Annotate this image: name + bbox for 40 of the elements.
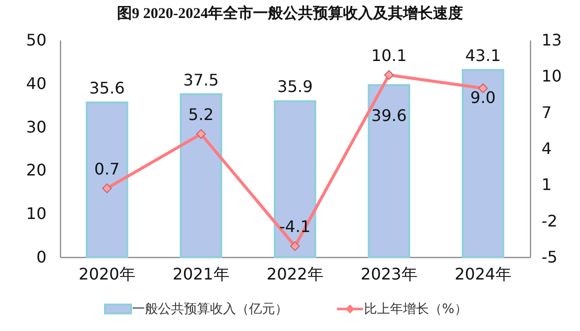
y-tick-label: 30	[26, 117, 46, 136]
bar	[86, 101, 128, 258]
y-tick-label: 20	[26, 160, 46, 180]
bar	[368, 84, 410, 258]
point	[196, 129, 206, 139]
bar	[180, 93, 222, 258]
x-tick-label: 2020年	[78, 264, 136, 284]
data-label: 0.7	[94, 159, 120, 178]
legend-label: 一般公共预算收入（亿元）	[132, 302, 288, 317]
data-label: 35.9	[277, 77, 313, 96]
x-tick-label: 2024年	[454, 264, 512, 284]
data-label: 5.2	[188, 105, 214, 124]
y2-tick-label: 13	[542, 30, 562, 50]
data-label: 43.1	[465, 46, 501, 65]
y2-tick-label: 7	[542, 102, 552, 122]
y-tick-label: 50	[26, 30, 46, 50]
data-label: 9.0	[470, 88, 496, 108]
y2-tick-label: 10	[542, 66, 562, 86]
bar	[462, 68, 504, 258]
chart-title: 图9 2020-2024年全市一般公共预算收入及其增长速度	[116, 4, 464, 22]
y2-tick-label: 4	[542, 139, 552, 158]
data-label: 37.5	[183, 70, 219, 90]
y-tick-label: 10	[26, 204, 46, 224]
point	[384, 70, 394, 80]
data-label: 39.6	[371, 106, 407, 126]
y2-tick-label: 1	[542, 175, 552, 194]
y-tick-label: 0	[36, 248, 46, 266]
y2-tick-label: -5	[542, 248, 558, 266]
data-label: 10.1	[371, 46, 407, 65]
data-label: -4.1	[279, 217, 311, 236]
point	[290, 241, 300, 251]
x-tick-label: 2021年	[172, 264, 230, 284]
data-label: 35.6	[89, 78, 125, 98]
y2-tick-label: -2	[542, 211, 558, 230]
x-tick-label: 2023年	[360, 264, 418, 284]
bar	[274, 100, 316, 258]
y-tick-label: 40	[26, 74, 46, 93]
x-tick-label: 2022年	[266, 264, 324, 284]
legend-label: 比上年增长（%）	[364, 302, 468, 317]
point	[102, 183, 112, 194]
